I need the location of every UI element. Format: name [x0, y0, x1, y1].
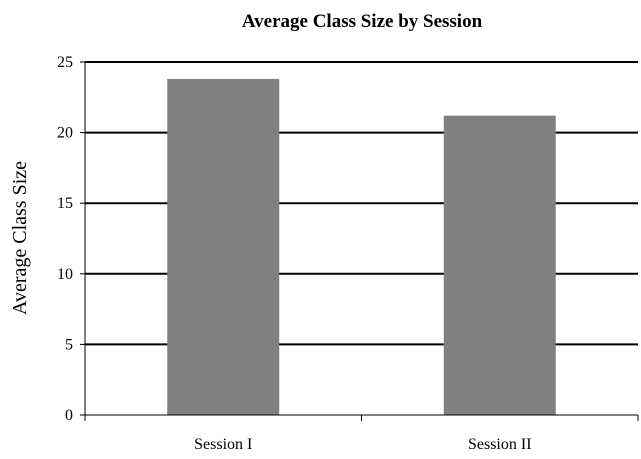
bars — [167, 78, 556, 415]
chart-title: Average Class Size by Session — [242, 11, 483, 32]
y-tick-labels: 0 5 10 15 20 25 — [57, 54, 73, 424]
y-tick-label-25: 25 — [57, 54, 73, 71]
y-tick-label-20: 20 — [57, 125, 73, 142]
y-tick-label-5: 5 — [65, 336, 73, 353]
x-category-labels: Session I Session II — [194, 436, 531, 453]
y-axis-label: Average Class Size — [9, 161, 31, 315]
y-tick-label-15: 15 — [57, 195, 73, 212]
x-category-label-session-i: Session I — [194, 436, 252, 453]
axes — [80, 61, 639, 421]
y-tick-label-0: 0 — [65, 407, 73, 424]
bar-session-i — [167, 78, 280, 415]
y-tick-label-10: 10 — [57, 266, 73, 283]
bar-session-ii — [443, 115, 556, 415]
x-category-label-session-ii: Session II — [468, 436, 532, 453]
